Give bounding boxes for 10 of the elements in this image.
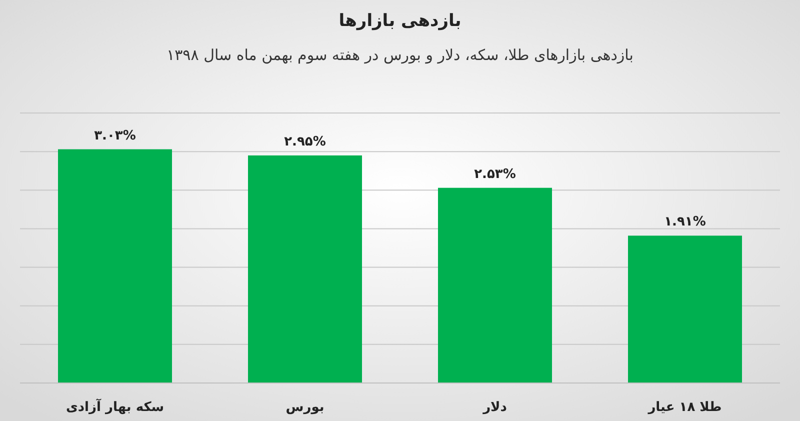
- chart-subtitle: بازدهی بازارهای طلا، سکه، دلار و بورس در هفته سوم بهمن ماه سال ۱۳۹۸: [166, 46, 634, 64]
- data-label: ۱.۹۱%: [664, 214, 706, 230]
- chart-title: بازدهی بازارها: [338, 11, 462, 31]
- data-label: ۲.۹۵%: [284, 134, 326, 150]
- x-tick-label: بورس: [286, 400, 324, 415]
- x-tick-label: طلا ۱۸ عیار: [647, 400, 722, 415]
- data-label: ۲.۵۳%: [474, 166, 516, 182]
- x-tick-label: سکه بهار آزادی: [66, 398, 164, 415]
- data-label: ۳.۰۳%: [94, 128, 136, 144]
- x-tick-label: دلار: [482, 400, 508, 415]
